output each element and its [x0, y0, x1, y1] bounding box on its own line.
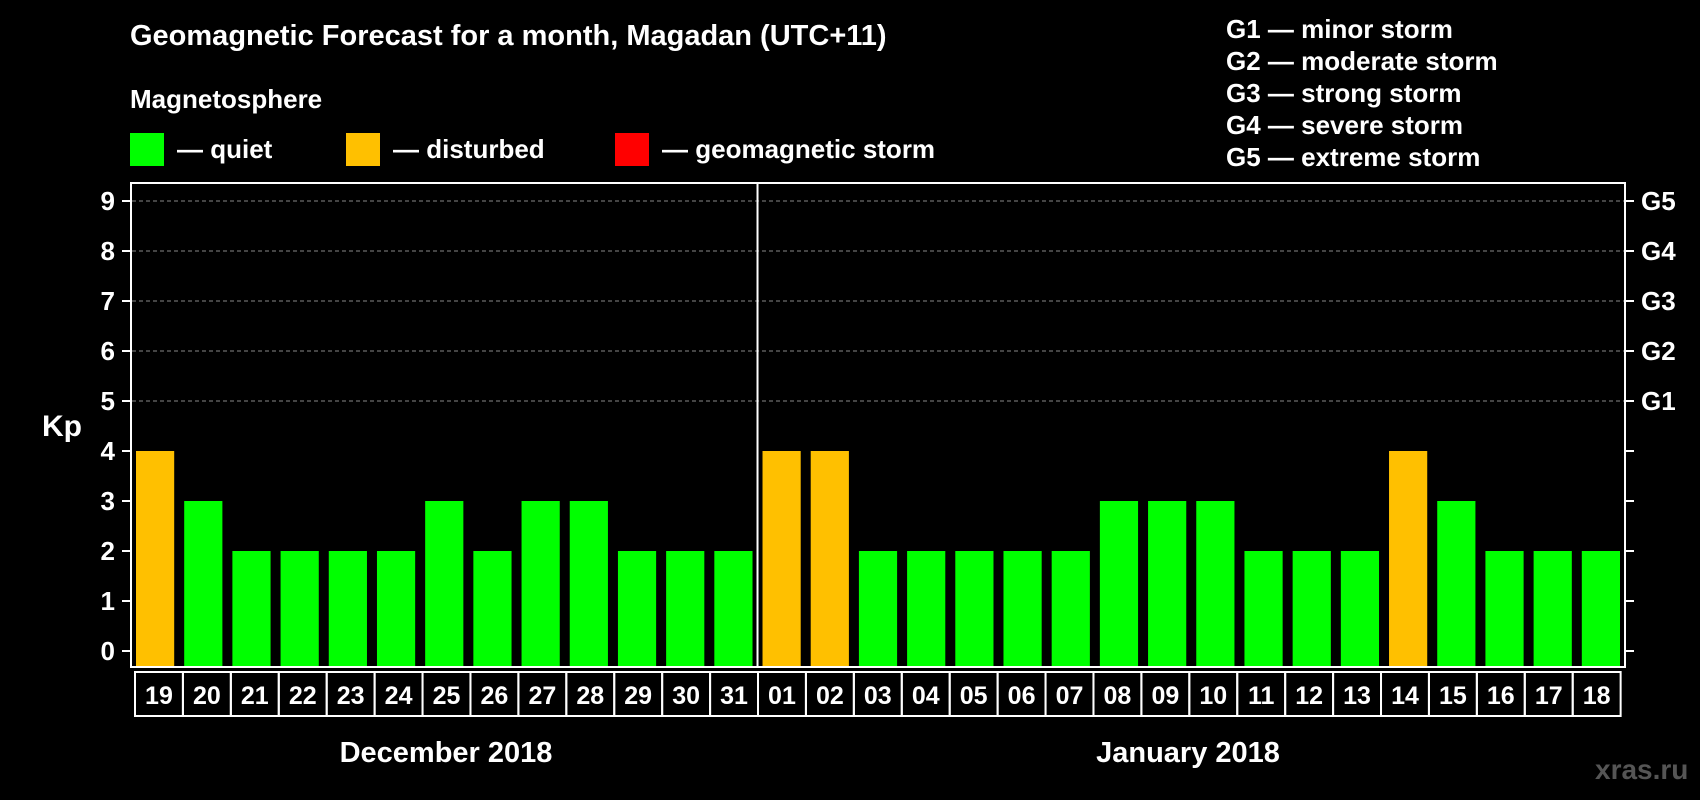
day-label: 21	[241, 682, 269, 710]
day-label: 26	[481, 682, 509, 710]
kp-bar	[521, 501, 560, 666]
kp-bar	[617, 551, 657, 666]
kp-bar	[376, 551, 416, 666]
day-label: 29	[624, 682, 652, 710]
g-scale-label: G1	[1641, 386, 1676, 416]
legend-quiet-label: — quiet	[177, 134, 273, 164]
kp-bar	[858, 551, 898, 666]
kp-bar	[1292, 551, 1331, 666]
kp-bar	[666, 551, 705, 666]
magnetosphere-heading: Magnetosphere	[130, 84, 323, 114]
y-tick-label: 3	[101, 486, 115, 516]
day-label: 17	[1535, 682, 1563, 710]
legend-quiet-swatch	[130, 133, 164, 166]
kp-bar	[328, 551, 367, 666]
day-label: 16	[1487, 682, 1515, 710]
kp-bar	[1581, 551, 1620, 666]
day-label: 18	[1583, 682, 1611, 710]
kp-bar	[473, 551, 512, 666]
y-axis-label: Kp	[42, 410, 82, 443]
kp-bar	[810, 451, 849, 666]
legend-disturbed-label: — disturbed	[393, 134, 545, 164]
g-scale-label: G5	[1641, 186, 1676, 216]
y-tick-label: 5	[101, 386, 115, 416]
day-label: 13	[1343, 682, 1371, 710]
y-tick-label: 2	[101, 536, 115, 566]
day-label: 31	[720, 682, 748, 710]
day-label: 11	[1248, 682, 1275, 710]
month-label-december: December 2018	[339, 737, 553, 769]
kp-bar	[280, 551, 319, 666]
y-tick-label: 6	[101, 336, 115, 366]
day-label: 19	[145, 682, 173, 710]
day-label-box	[1571, 671, 1622, 717]
kp-bar	[762, 451, 801, 666]
y-tick-label: 8	[101, 236, 115, 266]
kp-bar	[955, 551, 994, 666]
legend-disturbed-swatch	[346, 133, 380, 166]
kp-bar	[569, 501, 608, 666]
y-tick-label: 9	[101, 186, 115, 216]
day-label: 02	[816, 682, 844, 710]
kp-bar	[1244, 551, 1283, 666]
day-label: 28	[576, 682, 604, 710]
watermark: xras.ru	[1595, 754, 1689, 785]
g-legend-g4: G4 — severe storm	[1226, 110, 1464, 140]
y-tick-label: 1	[101, 586, 115, 616]
day-label: 23	[337, 682, 365, 710]
chart-title: Geomagnetic Forecast for a month, Magada…	[130, 20, 887, 52]
g-scale-label: G3	[1641, 286, 1676, 316]
day-label: 30	[672, 682, 700, 710]
kp-bar	[714, 551, 753, 666]
day-label: 24	[385, 682, 413, 710]
g-scale-label: G2	[1641, 336, 1676, 366]
day-label: 22	[289, 682, 317, 710]
kp-bar	[232, 551, 271, 666]
day-label: 06	[1008, 682, 1036, 710]
y-tick-label: 0	[101, 636, 115, 666]
g-legend-g3: G3 — strong storm	[1226, 78, 1462, 108]
month-label-january: January 2018	[1096, 737, 1280, 769]
kp-bar	[136, 451, 175, 666]
day-label: 12	[1295, 682, 1323, 710]
kp-bar	[184, 501, 223, 666]
day-label: 10	[1199, 682, 1227, 710]
day-label: 20	[193, 682, 221, 710]
day-label: 04	[912, 682, 940, 710]
kp-bar	[1389, 451, 1428, 666]
day-label: 07	[1056, 682, 1084, 710]
legend-storm-swatch	[615, 133, 649, 166]
day-label: 05	[960, 682, 988, 710]
y-tick-label: 7	[101, 286, 115, 316]
g-scale-label: G4	[1641, 236, 1676, 266]
g-legend-g2: G2 — moderate storm	[1226, 46, 1498, 76]
day-label: 15	[1439, 682, 1467, 710]
kp-bar	[1485, 551, 1524, 666]
kp-bar	[1099, 501, 1139, 666]
plot-frame	[130, 182, 1626, 668]
day-label: 27	[528, 682, 556, 710]
y-tick-label: 4	[101, 436, 116, 466]
kp-bar	[425, 501, 464, 666]
g-legend-g5: G5 — extreme storm	[1226, 142, 1481, 172]
day-label: 09	[1151, 682, 1179, 710]
day-label: 03	[864, 682, 892, 710]
kp-bar	[1196, 501, 1235, 666]
kp-bar	[1003, 551, 1042, 666]
day-label: 01	[768, 682, 796, 710]
day-label: 14	[1391, 682, 1419, 710]
day-label: 25	[433, 682, 461, 710]
kp-bar	[1340, 551, 1380, 666]
legend-storm-label: — geomagnetic storm	[662, 134, 936, 164]
kp-bar	[1437, 501, 1476, 666]
kp-bar	[907, 551, 946, 666]
kp-bar	[1533, 551, 1572, 666]
kp-bar	[1148, 501, 1187, 666]
kp-bar	[1051, 551, 1090, 666]
g-legend-g1: G1 — minor storm	[1226, 14, 1453, 44]
day-label: 08	[1104, 682, 1132, 710]
